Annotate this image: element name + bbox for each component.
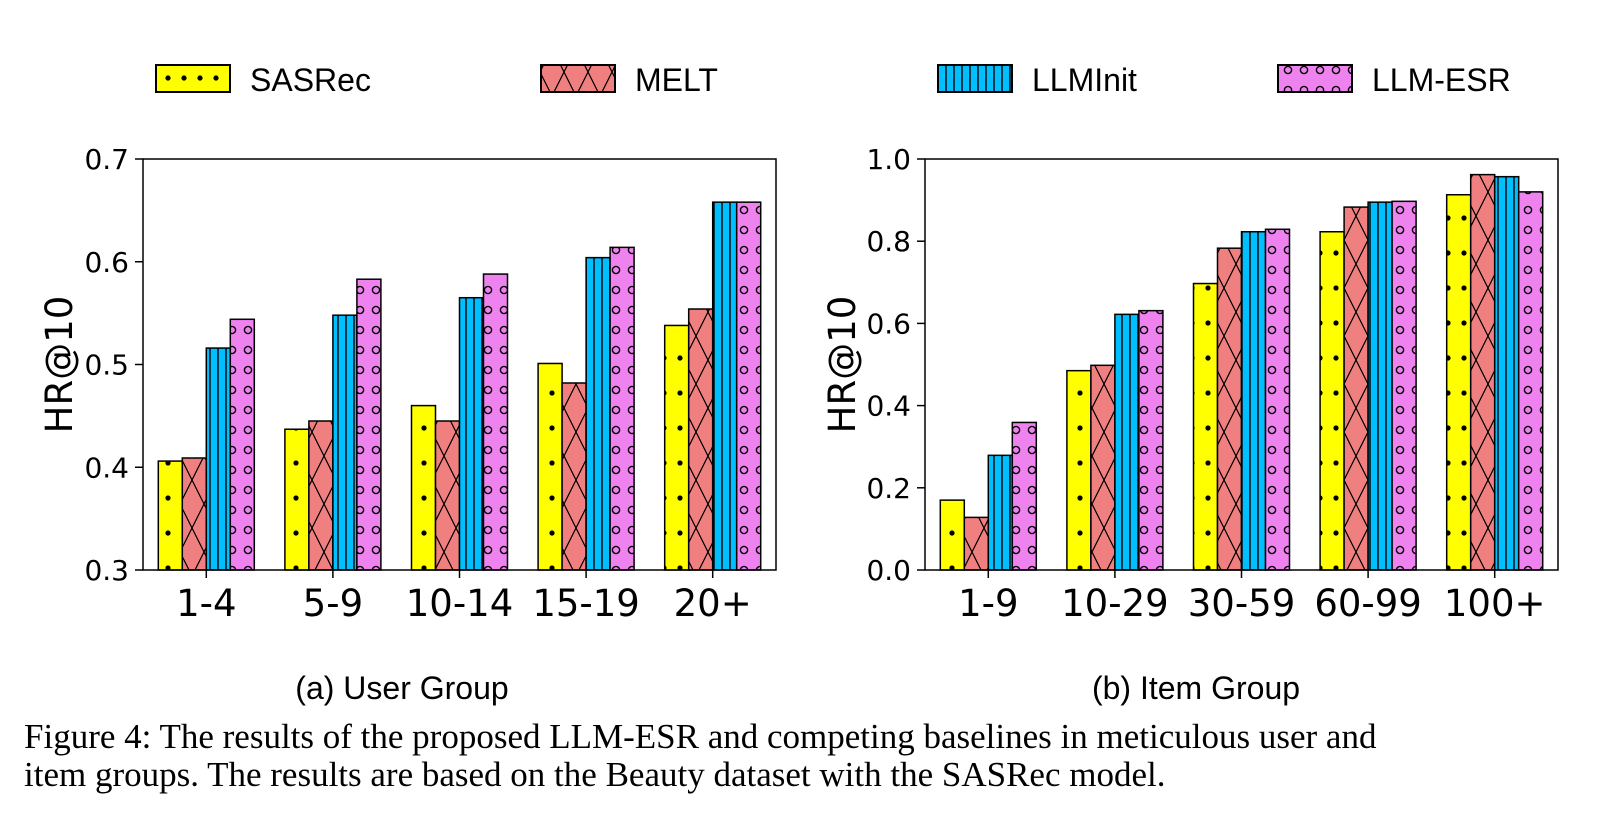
y-tick-label: 0.6 bbox=[866, 307, 911, 340]
bars bbox=[939, 173, 1544, 571]
y-tick-label: 0.4 bbox=[84, 451, 129, 484]
bar-llm-esr-10-14 bbox=[482, 273, 509, 571]
bar-sasrec-10-14 bbox=[410, 404, 437, 571]
legend-swatch-melt bbox=[540, 64, 616, 93]
x-tick-label-5-9: 5-9 bbox=[303, 582, 363, 625]
bar-llm-esr-20 bbox=[735, 201, 762, 571]
x-tick-label-100: 100+ bbox=[1444, 582, 1546, 625]
y-tick-label: 0.7 bbox=[84, 143, 129, 176]
bar-llminit-10-29 bbox=[1114, 313, 1140, 571]
chart-subcaption: (b) Item Group bbox=[1092, 670, 1300, 706]
figure-caption: Figure 4: The results of the proposed LL… bbox=[24, 718, 1594, 794]
bar-melt-60-99 bbox=[1343, 206, 1369, 571]
bar-sasrec-60-99 bbox=[1319, 230, 1345, 571]
bar-llm-esr-30-59 bbox=[1264, 228, 1291, 571]
y-tick-label: 0.2 bbox=[866, 472, 911, 505]
x-tick-label-20: 20+ bbox=[674, 582, 752, 625]
bar-melt-5-9 bbox=[308, 420, 334, 571]
bar-llminit-60-99 bbox=[1367, 201, 1393, 571]
bar-sasrec-1-9 bbox=[939, 499, 966, 571]
x-tick-label-1-9: 1-9 bbox=[958, 582, 1018, 625]
chart-subcaption: (a) User Group bbox=[295, 670, 508, 706]
bar-llminit-30-59 bbox=[1240, 230, 1267, 571]
bar-llminit-5-9 bbox=[332, 314, 358, 571]
bar-llminit-20 bbox=[711, 201, 738, 571]
y-tick-label: 0.8 bbox=[866, 225, 911, 258]
bar-llminit-10-14 bbox=[458, 296, 485, 571]
bars bbox=[157, 201, 762, 571]
bar-sasrec-1-4 bbox=[157, 460, 184, 571]
x-tick-label-15-19: 15-19 bbox=[532, 582, 640, 625]
x-tick-label-60-99: 60-99 bbox=[1314, 582, 1422, 625]
y-tick-label: 1.0 bbox=[866, 143, 911, 176]
bar-llm-esr-10-29 bbox=[1138, 309, 1164, 571]
bar-melt-20 bbox=[687, 308, 714, 571]
bar-llm-esr-100 bbox=[1517, 191, 1544, 571]
y-tick-label: 0.3 bbox=[84, 554, 129, 587]
bar-melt-1-9 bbox=[963, 516, 990, 571]
bar-llminit-100 bbox=[1493, 175, 1520, 571]
bar-llm-esr-60-99 bbox=[1391, 200, 1417, 571]
y-axis-label: HR@10 bbox=[38, 296, 81, 434]
bar-melt-30-59 bbox=[1216, 247, 1243, 571]
y-axis-label: HR@10 bbox=[821, 296, 864, 434]
bar-melt-1-4 bbox=[181, 457, 208, 571]
bar-llminit-15-19 bbox=[585, 256, 611, 571]
bar-sasrec-30-59 bbox=[1192, 282, 1219, 571]
bar-melt-15-19 bbox=[561, 382, 587, 571]
bar-melt-10-14 bbox=[434, 420, 461, 571]
y-tick-label: 0.4 bbox=[866, 390, 911, 423]
x-tick-label-10-14: 10-14 bbox=[406, 582, 514, 625]
bar-melt-10-29 bbox=[1090, 364, 1116, 571]
legend-label-llm-esr: LLM-ESR bbox=[1372, 62, 1511, 98]
bar-llminit-1-9 bbox=[987, 454, 1014, 571]
bar-melt-100 bbox=[1469, 173, 1496, 571]
chart-panel-item-group: 0.0 0.2 0.4 0.6 0.8 1.0 1-9 10-29 30-59 60-99 100+… bbox=[821, 143, 1559, 706]
bar-llm-esr-15-19 bbox=[609, 246, 635, 571]
legend-label-melt: MELT bbox=[635, 62, 718, 98]
bar-llm-esr-1-4 bbox=[229, 318, 256, 571]
bar-sasrec-5-9 bbox=[284, 428, 310, 571]
y-tick-label: 0.0 bbox=[866, 554, 911, 587]
bar-llm-esr-5-9 bbox=[356, 278, 382, 571]
y-tick-label: 0.5 bbox=[84, 349, 129, 382]
legend-swatch-llminit bbox=[937, 64, 1013, 93]
bar-llminit-1-4 bbox=[205, 347, 232, 571]
caption-line-2: item groups. The results are based on th… bbox=[24, 755, 1166, 794]
x-tick-label-10-29: 10-29 bbox=[1061, 582, 1169, 625]
x-tick-label-1-4: 1-4 bbox=[176, 582, 236, 625]
legend-swatch-llm-esr bbox=[1277, 64, 1353, 93]
chart-panel-user-group: 0.3 0.4 0.5 0.6 0.7 1-4 5-9 10-14 15-19 20+ HR@10 (… bbox=[38, 143, 777, 706]
y-tick-label: 0.6 bbox=[84, 246, 129, 279]
caption-line-1: Figure 4: The results of the proposed LL… bbox=[24, 717, 1377, 756]
bar-sasrec-10-29 bbox=[1066, 369, 1092, 571]
legend: SASRec MELT LLMInit LLM-ESR bbox=[155, 62, 1511, 98]
x-tick-label-30-59: 30-59 bbox=[1188, 582, 1296, 625]
legend-label-sasrec: SASRec bbox=[250, 62, 371, 98]
bar-llm-esr-1-9 bbox=[1011, 421, 1038, 571]
legend-swatch-sasrec bbox=[155, 64, 231, 93]
bar-sasrec-20 bbox=[663, 324, 690, 571]
legend-label-llminit: LLMInit bbox=[1032, 62, 1137, 98]
bar-sasrec-15-19 bbox=[537, 362, 563, 571]
bar-sasrec-100 bbox=[1445, 194, 1472, 571]
